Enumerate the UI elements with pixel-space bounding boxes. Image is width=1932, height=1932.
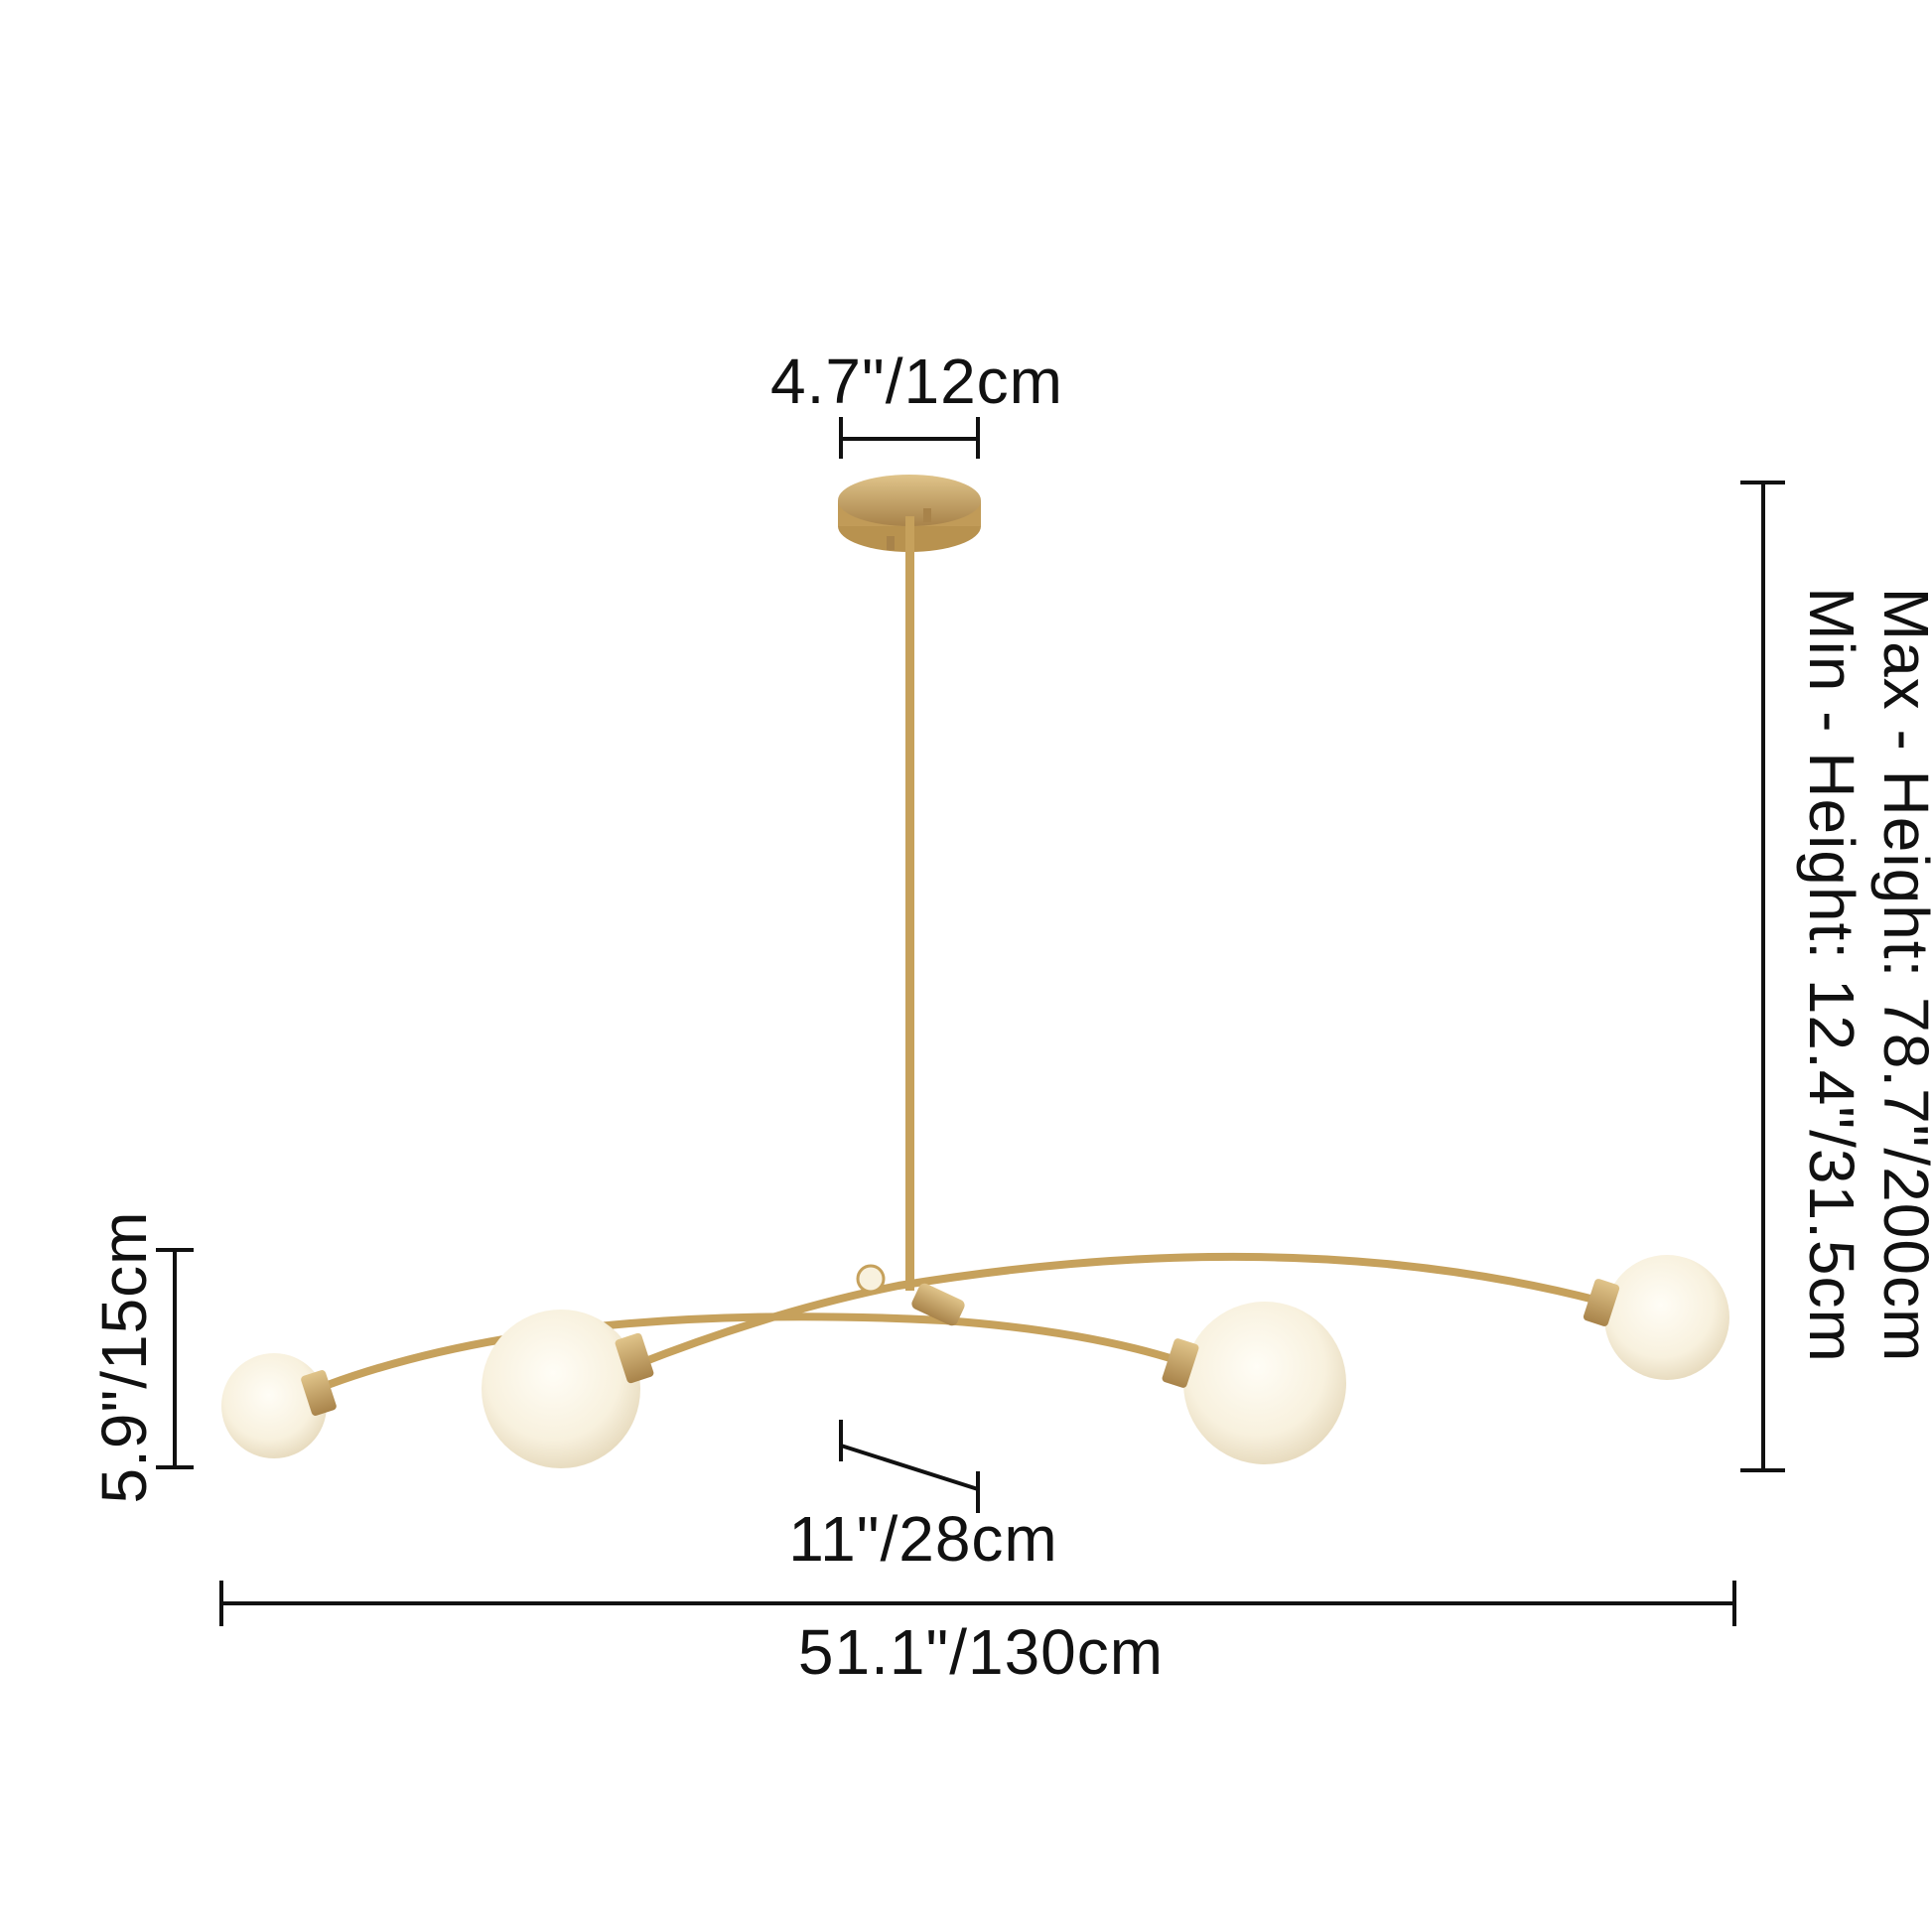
height-bracket <box>1740 481 1785 1472</box>
arms <box>324 1252 1602 1389</box>
globe-height-label: 5.9"/15cm <box>88 1210 160 1504</box>
canopy <box>838 475 981 552</box>
canopy-width-label: 4.7"/12cm <box>770 345 1063 417</box>
globe-4 <box>1604 1255 1729 1380</box>
min-height-label: Min - Height: 12.4"/31.5cm <box>1796 587 1867 1363</box>
globe-3 <box>1183 1302 1346 1464</box>
globes <box>221 1255 1729 1468</box>
arm-length-bracket <box>839 1420 980 1513</box>
dimension-lines <box>156 417 1785 1626</box>
globe-height-bracket <box>156 1248 194 1469</box>
total-width-label: 51.1"/130cm <box>797 1616 1165 1688</box>
total-width-bracket <box>219 1581 1736 1626</box>
center-finial <box>856 1264 886 1294</box>
canopy-width-bracket <box>839 417 980 459</box>
globe-1 <box>221 1353 327 1458</box>
center-hub <box>911 1283 965 1326</box>
arm-length-label: 11"/28cm <box>788 1503 1058 1575</box>
max-height-label: Max - Height: 78.7"/200cm <box>1870 587 1932 1363</box>
rod <box>905 516 914 1291</box>
globe-2 <box>482 1310 640 1468</box>
